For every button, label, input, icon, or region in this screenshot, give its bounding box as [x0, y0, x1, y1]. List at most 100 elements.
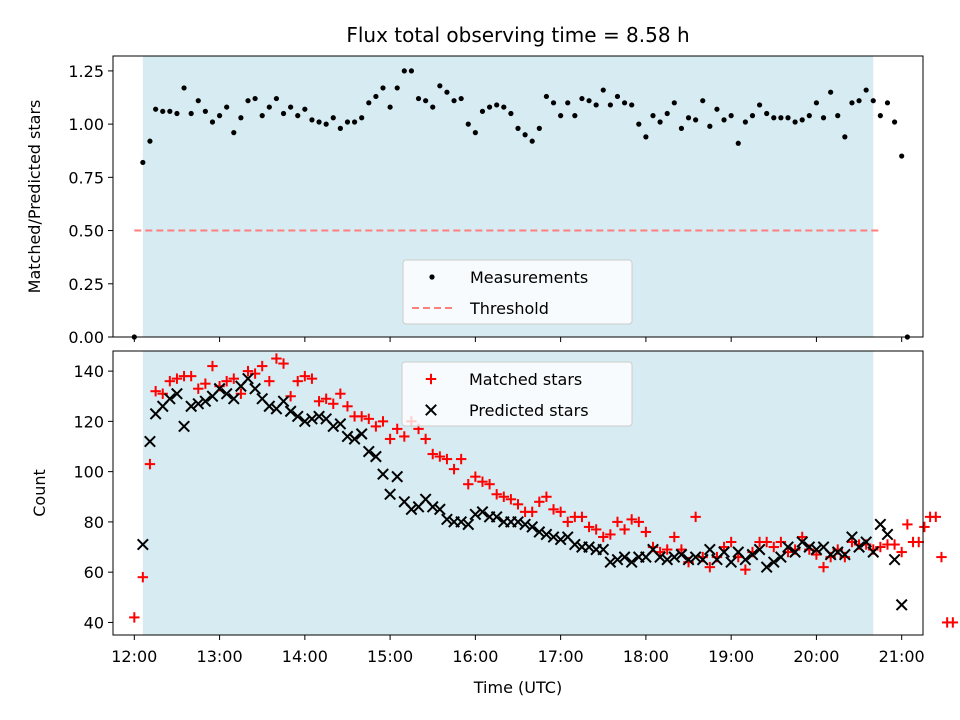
- data-point: [370, 421, 382, 432]
- data-point: [654, 551, 667, 563]
- data-point: [856, 98, 862, 104]
- data-point: [224, 104, 230, 110]
- x-tick-label: 20:00: [793, 647, 839, 666]
- data-point: [742, 119, 748, 125]
- data-point: [341, 430, 354, 443]
- data-point: [572, 113, 578, 119]
- data-point: [796, 536, 809, 548]
- data-point: [469, 508, 482, 521]
- data-point: [491, 489, 502, 500]
- data-point: [558, 113, 564, 119]
- data-point: [280, 110, 287, 117]
- data-point: [555, 506, 566, 518]
- data-point: [405, 503, 418, 516]
- legend-label: Threshold: [469, 299, 549, 318]
- x-tick-label: 19:00: [708, 647, 754, 666]
- data-point: [193, 383, 204, 394]
- y-axis-label: Matched/Predicted stars: [25, 100, 44, 294]
- data-point: [494, 102, 500, 108]
- data-point: [725, 556, 738, 569]
- data-point: [216, 113, 223, 119]
- data-point: [867, 546, 880, 558]
- data-point: [782, 541, 794, 553]
- data-point: [818, 561, 829, 573]
- data-point: [792, 119, 798, 125]
- data-point: [228, 373, 239, 384]
- data-point: [835, 113, 841, 119]
- data-point: [458, 95, 464, 102]
- data-point: [384, 488, 397, 501]
- data-point: [947, 617, 959, 628]
- data-point: [323, 121, 329, 127]
- data-point: [463, 479, 474, 490]
- data-point: [735, 140, 741, 146]
- data-point: [820, 115, 827, 121]
- data-point: [359, 115, 365, 121]
- data-point: [363, 413, 374, 425]
- data-point: [534, 496, 545, 507]
- data-point: [498, 491, 509, 502]
- axes-frame: [112, 55, 924, 338]
- x-tick-label: 18:00: [623, 647, 669, 666]
- data-point: [629, 102, 635, 108]
- data-point: [144, 435, 156, 448]
- data-point: [462, 518, 475, 531]
- data-point: [626, 514, 637, 525]
- data-point: [356, 411, 367, 422]
- data-point: [541, 491, 552, 502]
- data-point: [678, 125, 685, 131]
- data-point: [785, 115, 791, 121]
- data-point: [501, 104, 507, 110]
- data-point: [842, 134, 848, 140]
- data-point: [427, 448, 438, 460]
- data-point: [550, 100, 557, 106]
- data-point: [470, 471, 481, 482]
- data-point: [295, 113, 301, 119]
- data-point: [565, 100, 571, 106]
- data-point: [316, 119, 322, 125]
- data-point: [451, 98, 457, 104]
- data-point: [160, 108, 166, 114]
- data-point: [181, 85, 187, 91]
- data-point: [147, 138, 153, 144]
- data-point: [547, 531, 560, 543]
- data-point: [392, 423, 403, 435]
- legend-label: Matched stars: [469, 370, 582, 389]
- data-point: [671, 100, 677, 106]
- data-point: [828, 89, 834, 95]
- series-measurements: [131, 68, 910, 340]
- data-point: [455, 515, 468, 528]
- data-point: [728, 113, 734, 119]
- data-point: [863, 87, 869, 93]
- data-point: [764, 110, 770, 117]
- data-point: [185, 400, 198, 413]
- data-point: [351, 119, 358, 125]
- data-point: [600, 87, 606, 93]
- data-point: [625, 556, 638, 569]
- data-point: [548, 504, 559, 515]
- data-point: [621, 100, 628, 106]
- data-point: [337, 125, 343, 131]
- y-tick-label: 0.50: [68, 222, 104, 241]
- data-point: [696, 553, 709, 566]
- data-point: [273, 95, 280, 102]
- data-point: [171, 373, 183, 384]
- data-point: [327, 420, 340, 433]
- data-point: [455, 453, 467, 465]
- data-point: [484, 479, 495, 490]
- data-point: [590, 524, 602, 535]
- data-point: [936, 551, 947, 563]
- data-point: [849, 100, 855, 106]
- data-point: [264, 375, 275, 387]
- data-point: [245, 98, 251, 104]
- y-axis-label: Count: [30, 469, 49, 517]
- data-point: [846, 531, 858, 543]
- y-tick-label: 80: [84, 513, 104, 532]
- axes-frame: [112, 350, 924, 636]
- data-point: [192, 397, 205, 410]
- legend-marker: [425, 373, 437, 385]
- data-point: [643, 134, 649, 140]
- x-tick-label: 15:00: [367, 647, 413, 666]
- data-point: [144, 458, 156, 470]
